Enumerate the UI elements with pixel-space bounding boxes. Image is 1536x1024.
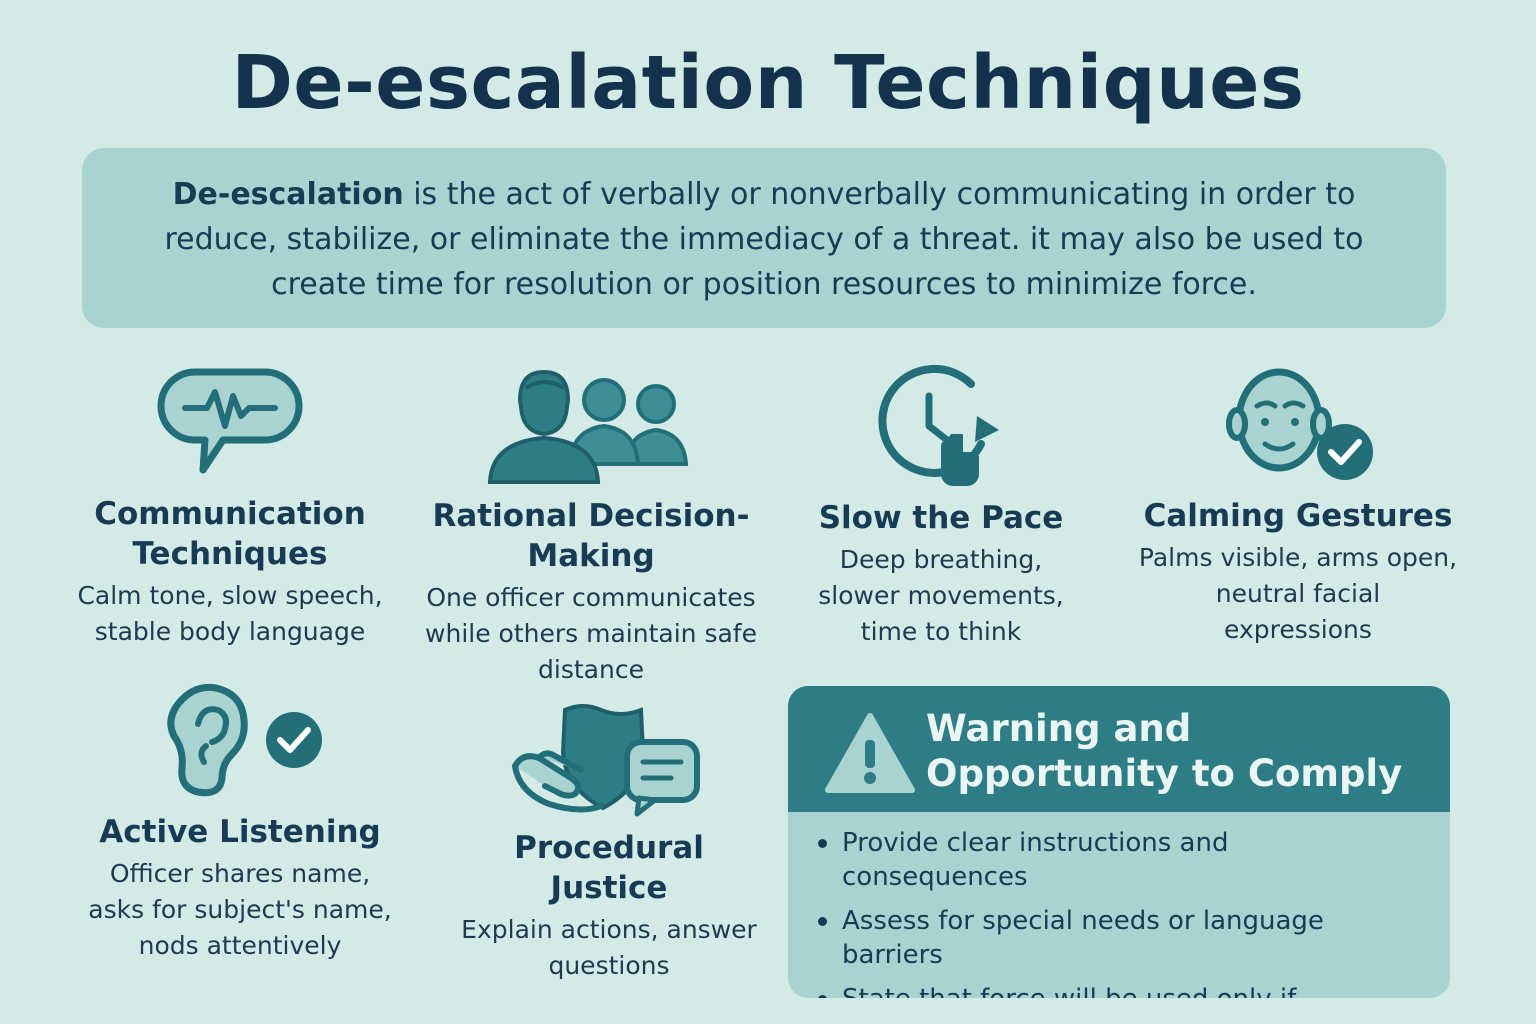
warning-box: Warning and Opportunity to Comply Provid… <box>788 686 1450 998</box>
list-item: State that force will be used only if no… <box>818 982 1422 998</box>
shield-hand-chat-icon <box>512 704 700 817</box>
card-calming-gestures: Calming Gestures Palms visible, arms ope… <box>1138 366 1458 648</box>
card-title: Calming Gestures <box>1143 498 1453 534</box>
card-active-listening: Active Listening Officer shares name, as… <box>80 680 400 964</box>
card-description: One officer communicates while others ma… <box>425 583 757 684</box>
warning-header: Warning and Opportunity to Comply <box>788 686 1450 812</box>
definition-term: De-escalation <box>172 177 404 212</box>
warning-list: Provide clear instructions and consequen… <box>788 812 1450 998</box>
page-title: De-escalation Techniques <box>231 40 1305 126</box>
card-description: Deep breathing, slower movements, time t… <box>818 545 1064 646</box>
card-communication-techniques: Communication Techniques Calm tone, slow… <box>60 366 400 650</box>
card-description: Calm tone, slow speech, stable body lang… <box>77 581 383 646</box>
definition-box: De-escalation is the act of verbally or … <box>82 148 1446 328</box>
definition-text: is the act of verbally or nonverbally co… <box>164 177 1364 302</box>
list-item: Assess for special needs or language bar… <box>818 904 1422 972</box>
clock-with-hand-icon <box>878 364 999 486</box>
card-title: Communication Techniques <box>94 496 366 572</box>
card-title: Slow the Pace <box>818 500 1064 536</box>
card-procedural-justice: Procedural Justice Explain actions, answ… <box>454 700 764 984</box>
warning-title: Warning and Opportunity to Comply <box>926 707 1403 795</box>
card-description: Officer shares name, asks for subject's … <box>88 859 392 960</box>
card-title: Rational Decision-Making <box>432 498 750 574</box>
card-description: Explain actions, answer questions <box>461 915 757 980</box>
speech-bubble-heartbeat-icon <box>157 368 303 474</box>
warning-triangle-icon <box>825 713 915 793</box>
card-rational-decision-making: Rational Decision-Making One officer com… <box>418 366 764 688</box>
card-title: Active Listening <box>99 814 381 850</box>
card-description: Palms visible, arms open, neutral facial… <box>1138 543 1458 644</box>
ear-check-icon <box>167 683 322 797</box>
calm-face-check-icon <box>1226 368 1373 480</box>
card-slow-the-pace: Slow the Pace Deep breathing, slower mov… <box>796 364 1086 650</box>
card-title: Procedural Justice <box>514 830 704 906</box>
group-of-officers-icon <box>487 369 689 484</box>
list-item: Provide clear instructions and consequen… <box>818 826 1422 894</box>
